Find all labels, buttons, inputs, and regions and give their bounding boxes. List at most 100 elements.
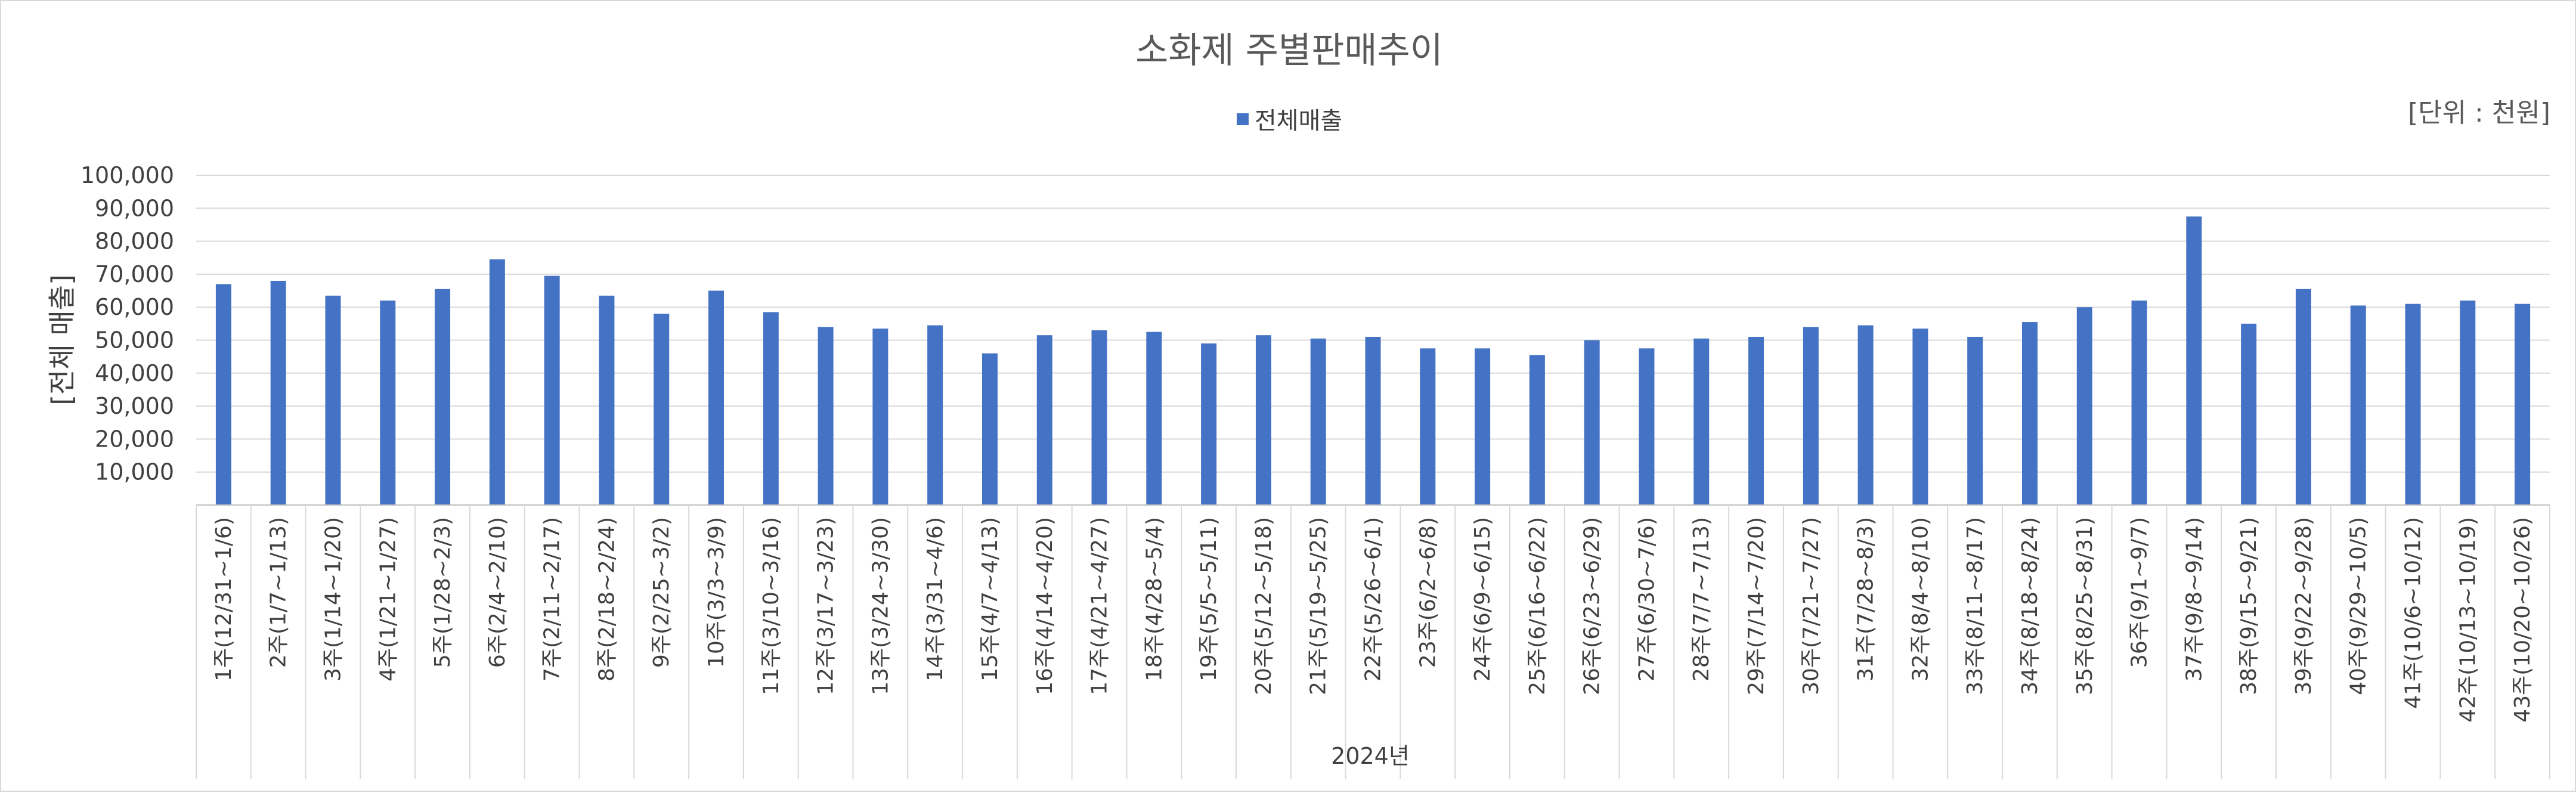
bar: [654, 314, 670, 505]
bar: [1803, 327, 1819, 505]
x-tick-label: 15주(4/7~4/13): [978, 517, 1002, 682]
bar: [872, 329, 888, 505]
y-tick-label: 20,000: [95, 426, 174, 452]
x-axis-title: 2024년: [1331, 743, 1410, 769]
bar: [1146, 332, 1162, 505]
bar: [1036, 335, 1052, 505]
y-tick-label: 50,000: [95, 327, 174, 354]
bar: [1529, 355, 1545, 505]
bar: [599, 295, 615, 505]
x-tick-label: 42주(10/13~10/19): [2456, 517, 2480, 723]
bar: [2295, 289, 2311, 505]
x-tick-label: 27주(6/30~7/6): [1634, 517, 1659, 682]
bar: [1091, 330, 1107, 505]
x-tick-label: 39주(9/22~9/28): [2292, 517, 2316, 695]
x-tick-label: 22주(5/26~6/1): [1361, 517, 1386, 682]
x-tick-label: 3주(1/14~1/20): [321, 517, 345, 682]
x-tick-label: 16주(4/14~4/20): [1033, 517, 1057, 695]
x-tick-label: 1주(12/31~1/6): [212, 517, 236, 682]
bar: [2515, 303, 2531, 505]
bar: [2021, 322, 2038, 505]
x-tick-label: 31주(7/28~8/3): [1854, 517, 1878, 682]
bar: [982, 353, 998, 505]
legend-swatch: [1237, 113, 1249, 125]
x-tick-label: 26주(6/23~6/29): [1580, 517, 1605, 695]
x-tick-label: 29주(7/14~7/20): [1744, 517, 1769, 695]
x-tick-label: 38주(9/15~9/21): [2237, 517, 2261, 695]
x-tick-label: 14주(3/31~4/6): [923, 517, 948, 682]
x-tick-label: 43주(10/20~10/26): [2510, 517, 2535, 723]
x-tick-label: 33주(8/11~8/17): [1963, 517, 1987, 695]
x-tick-label: 30주(7/21~7/27): [1799, 517, 1823, 695]
bar: [2460, 301, 2476, 505]
x-tick-label: 36주(9/1~9/7): [2128, 517, 2152, 668]
x-tick-label: 23주(6/2~6/8): [1416, 517, 1440, 668]
x-tick-label: 20주(5/12~5/18): [1252, 517, 1276, 695]
x-tick-label: 4주(1/21~1/27): [376, 517, 400, 682]
bar: [2241, 323, 2257, 505]
x-tick-label: 13주(3/24~3/30): [868, 517, 893, 695]
bar: [1420, 348, 1436, 505]
x-tick-label: 7주(2/11~2/17): [540, 517, 565, 682]
bar: [1255, 335, 1271, 505]
x-tick-label: 24주(6/9~6/15): [1470, 517, 1495, 682]
bar: [818, 327, 834, 505]
x-tick-label: 12주(3/17~3/23): [814, 517, 838, 695]
bar: [1693, 338, 1710, 505]
bar: [763, 312, 779, 505]
x-axis: [196, 504, 2550, 779]
y-tick-label: 90,000: [95, 195, 174, 221]
bar: [380, 301, 396, 505]
legend-label: 전체매출: [1255, 107, 1342, 135]
y-tick-label: 80,000: [95, 228, 174, 255]
y-axis-ticks: 10,000 20,000 30,000 40,000 50,000 60,000 70,0…: [80, 162, 174, 485]
y-tick-label: 100,000: [80, 162, 174, 188]
x-tick-label: 40주(9/29~10/5): [2346, 517, 2371, 695]
bar: [2131, 301, 2147, 505]
bar: [1912, 329, 1928, 505]
x-tick-label: 19주(5/5~5/11): [1197, 517, 1221, 682]
bar: [215, 284, 231, 505]
x-tick-label: 9주(2/25~3/2): [649, 517, 674, 668]
bar: [435, 289, 451, 505]
x-tick-label: 25주(6/16~6/22): [1525, 517, 1550, 695]
unit-label: [단위 : 천원]: [2408, 98, 2550, 128]
bar: [708, 290, 724, 505]
x-tick-label: 34주(8/18~8/24): [2018, 517, 2042, 695]
bar: [270, 280, 286, 505]
x-tick-label: 37주(9/8~9/14): [2182, 517, 2206, 682]
bar: [325, 295, 341, 505]
x-tick-label: 6주(2/4~2/10): [485, 517, 510, 668]
x-tick-label: 11주(3/10~3/16): [759, 517, 784, 695]
legend: 전체매출: [1237, 107, 1342, 135]
x-tick-label: 35주(8/25~8/31): [2073, 517, 2097, 695]
bar: [927, 325, 943, 505]
bar: [1857, 325, 1874, 505]
chart-title: 소화제 주별판매추이: [1135, 30, 1443, 72]
x-tick-label: 32주(8/4~8/10): [1908, 517, 1933, 682]
bar: [1310, 338, 1326, 505]
bar: [2350, 305, 2366, 505]
bar: [1967, 336, 1983, 505]
bar: [544, 275, 560, 505]
bar: [489, 259, 505, 505]
x-tick-label: 2주(1/7~1/13): [267, 517, 291, 668]
y-tick-label: 70,000: [95, 261, 174, 287]
x-tick-label: 41주(10/6~10/12): [2401, 517, 2426, 709]
x-tick-label: 18주(4/28~5/4): [1142, 517, 1166, 682]
bar: [1584, 340, 1600, 505]
bar: [1639, 348, 1655, 505]
bars: [215, 216, 2531, 505]
x-tick-label: 5주(1/28~2/3): [431, 517, 455, 668]
bar: [1748, 336, 1764, 505]
x-tick-label: 21주(5/19~5/25): [1306, 517, 1331, 695]
y-tick-label: 10,000: [95, 459, 174, 485]
bar: [1365, 336, 1381, 505]
bar: [1475, 348, 1491, 505]
x-tick-label: 17주(4/21~4/27): [1088, 517, 1112, 695]
x-axis-labels: 1주(12/31~1/6) 2주(1/7~1/13) 3주(1/14~1/20) 4주…: [212, 517, 2535, 723]
bar: [2186, 216, 2202, 505]
y-tick-label: 30,000: [95, 393, 174, 419]
